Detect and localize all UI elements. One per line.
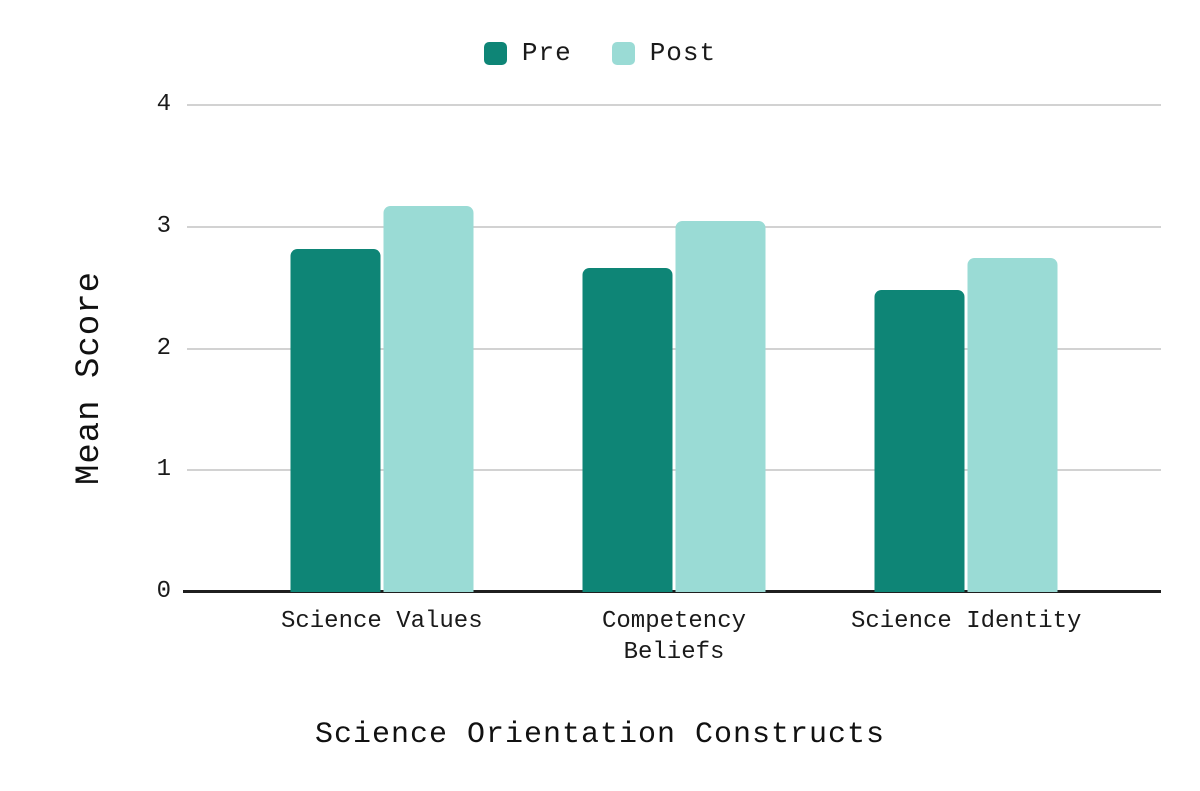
gridline-4 [187,104,1161,106]
gridline-1 [187,469,1161,472]
y-tick-0: 0 [156,578,171,605]
gridline-3 [187,225,1161,228]
x-category-label-science-values: Science Values [280,608,483,635]
bar-post-science-identity [967,258,1058,592]
bar-group-science-values [290,206,474,592]
legend-swatch-post [611,41,635,65]
x-axis-title: Science Orientation Constructs [314,718,886,752]
legend-label-pre: Pre [521,38,572,68]
y-axis-title: Mean Score [71,270,109,486]
y-tick-1: 1 [156,456,171,484]
y-tick-2: 2 [156,334,171,362]
gridline-2 [187,347,1161,350]
bar-pre-science-identity [874,290,965,592]
bar-post-competency-beliefs [675,220,766,592]
bar-pre-science-values [290,248,381,592]
y-tick-3: 3 [156,212,171,240]
legend: Pre Post [0,38,1200,68]
legend-item-pre: Pre [483,38,572,68]
plot-area: 0 1 2 3 4 Science Values Competency Beliefs Sci… [157,93,1161,666]
bar-group-science-identity [874,258,1058,592]
x-category-label-competency-beliefs: Competency Beliefs [601,608,747,667]
x-category-label-science-identity: Science Identity [850,608,1082,635]
legend-label-post: Post [649,38,717,68]
legend-item-post: Post [611,38,717,68]
y-tick-4: 4 [156,91,171,118]
bar-pre-competency-beliefs [582,268,673,592]
legend-swatch-pre [483,41,507,65]
bar-post-science-values [383,206,474,592]
bar-group-competency-beliefs [582,220,766,592]
